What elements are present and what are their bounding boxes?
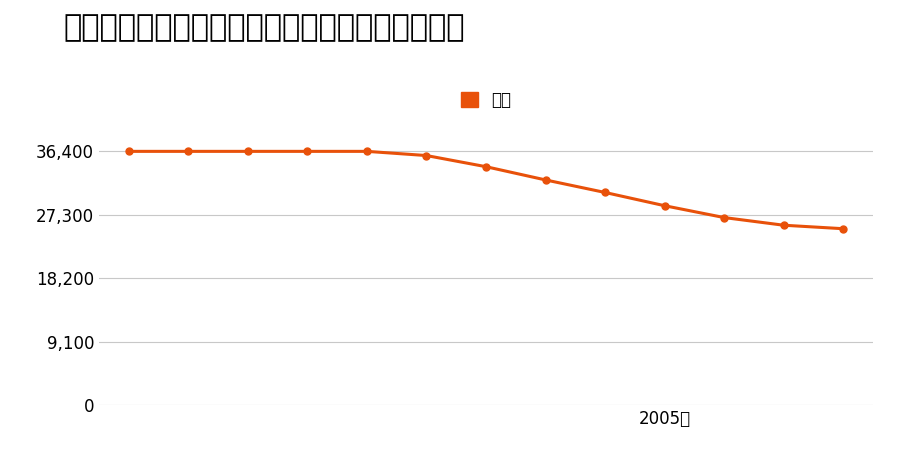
Text: 宮城県名取市愛島笠島字学市１０５番の地価推移: 宮城県名取市愛島笠島字学市１０５番の地価推移 [63, 14, 464, 42]
Legend: 価格: 価格 [454, 84, 518, 116]
